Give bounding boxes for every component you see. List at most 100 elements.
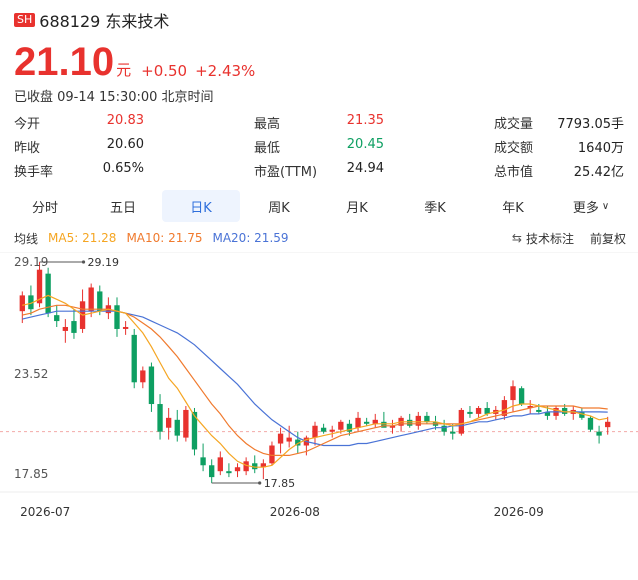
stat-label: 最高	[254, 116, 281, 132]
candle-body	[587, 417, 594, 430]
forward-adjust-button[interactable]: 前复权	[589, 231, 626, 246]
x-tick-label: 2026-08	[270, 505, 320, 519]
price-change-percent: +2.43%	[195, 62, 256, 80]
candle-body	[484, 407, 490, 414]
x-tick-label: 2026-07	[20, 505, 70, 519]
tab-more[interactable]: 更多 ∨	[552, 190, 630, 222]
stock-header: SH 688129 东来技术 21.10 元 +0.50 +2.43% 已收盘 …	[14, 8, 624, 105]
candle-body	[372, 419, 378, 424]
tab-label: 日K	[190, 200, 212, 216]
kline-chart[interactable]: 29.19 23.52 17.85 2026-07 2026-08 2026-0…	[0, 251, 638, 527]
tab-five-day[interactable]: 五日	[84, 190, 162, 222]
high-marker-label: 29.19	[88, 256, 120, 269]
tab-daily-k[interactable]: 日K	[162, 190, 240, 222]
candle-body	[441, 425, 447, 432]
candle-body	[329, 429, 335, 432]
stat-label: 今开	[14, 116, 41, 132]
candle-body	[191, 411, 198, 450]
swap-icon: ⇆	[511, 231, 522, 245]
candle-body	[407, 419, 413, 426]
chart-labels-group: 29.19 23.52 17.85 2026-07 2026-08 2026-0…	[14, 255, 544, 519]
technical-annotation-button[interactable]: ⇆ 技术标注	[512, 230, 574, 247]
stat-value: 0.65%	[102, 160, 144, 176]
stat-label: 昨收	[14, 140, 41, 156]
stats-row: 昨收 20.60 最低 20.45 成交额 1640万	[14, 134, 624, 158]
candle-body	[174, 419, 180, 436]
stat-label: 成交额	[494, 140, 534, 156]
stat-label: 成交量	[494, 116, 534, 132]
candle-body	[467, 411, 473, 414]
candle-body	[88, 287, 94, 312]
ma-lines-group	[22, 260, 608, 485]
stat-value: 20.45	[346, 136, 384, 152]
tab-quarterly-k[interactable]: 季K	[396, 190, 474, 222]
chevron-down-icon: ∨	[601, 200, 610, 212]
candle-body	[234, 467, 241, 472]
ma5-value: MA5: 21.28	[48, 231, 117, 245]
stats-row: 今开 20.83 最高 21.35 成交量 7793.05手	[14, 110, 624, 134]
tab-weekly-k[interactable]: 周K	[240, 190, 318, 222]
tab-label: 年K	[502, 200, 524, 216]
low-marker-label: 17.85	[264, 477, 296, 490]
candle-body	[312, 425, 318, 438]
candle-body	[209, 465, 215, 478]
tab-label: 五日	[109, 200, 136, 216]
stats-row: 换手率 0.65% 市盈(TTM) 24.94 总市值 25.42亿	[14, 158, 624, 182]
candle-body	[36, 269, 43, 304]
candle-body	[140, 370, 146, 383]
candle-body	[475, 407, 482, 414]
candle-body	[544, 411, 551, 416]
stat-value: 25.42亿	[573, 164, 624, 180]
stat-value: 1640万	[577, 140, 624, 156]
chart-tools: ⇆ 技术标注 前复权	[512, 230, 626, 247]
candle-body	[217, 457, 223, 472]
candle-body	[536, 409, 542, 412]
stats-grid: 今开 20.83 最高 21.35 成交量 7793.05手 昨收 20.60 最低 20…	[14, 110, 624, 182]
candle-body	[286, 437, 292, 442]
candle-body	[54, 315, 60, 322]
stat-value: 21.35	[346, 112, 384, 128]
candle-body	[97, 291, 103, 312]
ma-legend: 均线 MA5: 21.28 MA10: 21.75 MA20: 21.59 ⇆ …	[14, 228, 626, 248]
candle-body	[252, 463, 258, 470]
candle-body	[19, 295, 25, 312]
high-marker-dot	[81, 260, 86, 264]
candle-body	[62, 326, 69, 331]
tab-monthly-k[interactable]: 月K	[318, 190, 396, 222]
tab-label: 季K	[424, 200, 446, 216]
candle-body	[269, 445, 275, 464]
candle-body	[295, 439, 301, 446]
low-marker-dot	[258, 481, 262, 485]
tab-label: 更多	[572, 200, 599, 216]
candle-body	[338, 421, 344, 430]
y-tick-label: 29.19	[14, 255, 48, 269]
candle-body	[320, 427, 327, 432]
stat-turnover-amount: 成交额 1640万	[494, 137, 624, 156]
stat-label: 换手率	[14, 164, 54, 180]
price-row: 21.10 元 +0.50 +2.43%	[14, 38, 624, 82]
stat-label: 总市值	[494, 164, 534, 180]
candle-body	[579, 411, 585, 418]
stat-value: 7793.05手	[557, 116, 624, 132]
candle-body	[501, 400, 508, 416]
period-tabs: 分时 五日 日K 周K 月K 季K 年K 更多 ∨	[6, 190, 632, 222]
candle-body	[260, 463, 267, 468]
candle-body	[114, 305, 120, 329]
candle-body	[183, 409, 189, 438]
candle-body	[458, 409, 465, 434]
candle-body	[131, 334, 137, 383]
candle-body	[148, 366, 155, 405]
ma20-value: MA20: 21.59	[212, 231, 289, 245]
price-unit: 元	[116, 61, 132, 79]
candle-body	[346, 423, 353, 432]
market-badge: SH	[14, 13, 36, 27]
candles-group	[19, 262, 611, 484]
candle-body	[122, 326, 129, 329]
stat-pe-ttm: 市盈(TTM) 24.94	[254, 161, 384, 180]
tab-intraday[interactable]: 分时	[6, 190, 84, 222]
candle-body	[243, 461, 249, 472]
candle-body	[226, 471, 232, 474]
candle-body	[561, 407, 568, 414]
tab-yearly-k[interactable]: 年K	[474, 190, 552, 222]
ma-title: 均线	[14, 231, 39, 246]
